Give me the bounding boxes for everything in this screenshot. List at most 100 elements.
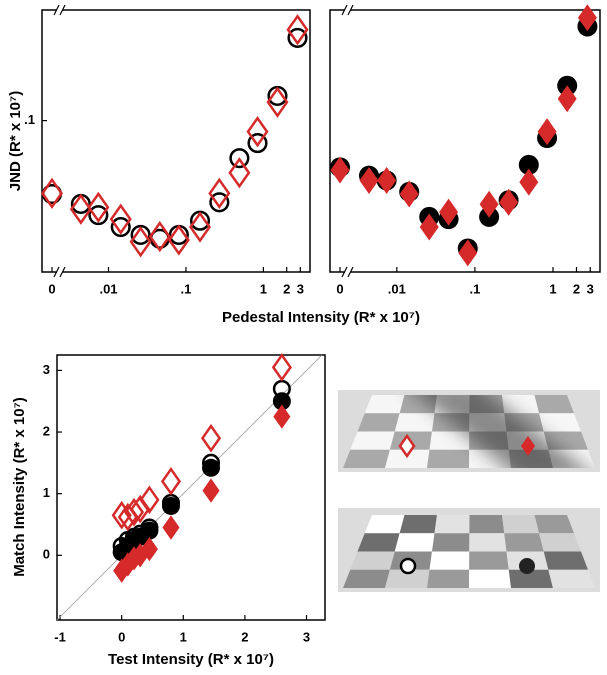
marker-diamond: [167, 224, 190, 256]
charts: 0 .01 .1 1 2 3 .1 Pedestal Intensity (R* x 10⁷)…: [7, 4, 601, 668]
marker-diamond: [273, 404, 291, 429]
checker-cell: [427, 449, 470, 468]
checker-cell: [394, 533, 435, 552]
marker-diamond: [359, 166, 379, 194]
marker-circle: [131, 524, 150, 543]
marker-diamond: [377, 166, 397, 194]
marker-diamond: [188, 211, 212, 243]
marker-diamond: [577, 4, 597, 32]
marker-diamond: [208, 177, 231, 210]
marker-diamond: [286, 14, 309, 46]
y-axis-label: Match Intensity (R* x 10⁷): [11, 397, 28, 577]
marker-diamond: [399, 180, 419, 208]
axis-break-mark: [59, 4, 66, 16]
marker-diamond: [139, 485, 160, 515]
axis-break-gap: [345, 270, 351, 274]
marker-diamond: [87, 191, 110, 224]
checker-cell: [548, 569, 595, 588]
x-axis-label: Pedestal Intensity (R* x 10⁷): [222, 309, 420, 326]
y-tick-label: 3: [43, 362, 50, 377]
marker-diamond: [202, 478, 220, 503]
marker-diamond: [123, 497, 145, 527]
icon-circle: [519, 558, 535, 574]
x-tick-label: 0: [48, 281, 55, 296]
shadow-band: [400, 395, 595, 468]
checker-cell: [399, 515, 437, 534]
marker-diamond: [271, 353, 292, 382]
checker-cell: [502, 395, 540, 414]
y-tick-label: 1: [43, 485, 50, 500]
checker-cell: [343, 449, 390, 468]
marker-circle: [287, 27, 308, 48]
axis-break-mark: [53, 4, 60, 16]
checker-cell: [350, 431, 395, 450]
checker-cell: [469, 569, 511, 588]
checker-cell: [343, 569, 390, 588]
marker-diamond: [148, 220, 171, 253]
icon-circle: [399, 557, 417, 575]
checker-cell: [434, 515, 470, 534]
x-tick-label: 2: [283, 281, 290, 296]
chart: 0 .01 .1 1 2 3: [329, 4, 601, 296]
checker-cell: [534, 395, 574, 414]
x-tick-label: .01: [388, 281, 406, 296]
illustrations: [338, 390, 600, 592]
marker-circle: [110, 217, 131, 238]
marker-diamond: [160, 467, 182, 496]
axis-break-mark: [347, 4, 354, 16]
checker-cell: [364, 515, 405, 534]
x-tick-label: 3: [303, 629, 310, 644]
checker-cell: [432, 533, 470, 552]
marker-diamond: [519, 168, 539, 196]
checker-cell: [534, 515, 574, 534]
x-tick-label: .1: [181, 281, 192, 296]
x-tick-label: .1: [469, 281, 480, 296]
marker-diamond: [228, 157, 251, 189]
marker-circle: [130, 224, 151, 245]
checker-cell: [350, 551, 395, 570]
checker-cell: [469, 515, 505, 534]
marker-diamond: [439, 198, 459, 226]
checker-cell: [357, 413, 400, 432]
marker-diamond: [162, 515, 180, 540]
checker-cell: [429, 551, 470, 570]
checker-cell: [385, 449, 430, 468]
chart: -1 0 1 2 3 0 1 2 3 Test Intensity (R* x 10⁷) Match…: [11, 353, 326, 668]
x-tick-label: 2: [241, 629, 248, 644]
checker-cell: [469, 551, 509, 570]
checker-cell: [357, 533, 400, 552]
axis-break-mark: [53, 266, 60, 278]
plot-frame: [329, 9, 601, 273]
marker-diamond: [119, 552, 137, 577]
shadow: [400, 395, 595, 468]
x-tick-label: 1: [549, 281, 556, 296]
marker-diamond: [458, 239, 478, 267]
marker-diamond: [129, 226, 152, 258]
marker-diamond: [499, 188, 519, 216]
axis-break-mark: [59, 266, 66, 278]
x-tick-label: .01: [99, 281, 117, 296]
chart: 0 .01 .1 1 2 3 .1 Pedestal Intensity (R* x 10⁷)…: [7, 4, 420, 326]
plot-frame: [41, 9, 311, 273]
checker-cell: [394, 413, 435, 432]
marker-circle: [112, 536, 131, 556]
checker-cell: [539, 413, 581, 432]
marker-diamond: [479, 190, 499, 218]
marker-diamond: [266, 86, 289, 118]
marker-diamond: [109, 203, 132, 235]
axis-break-gap: [57, 270, 63, 274]
x-tick-label: 1: [180, 629, 187, 644]
marker-circle: [202, 458, 221, 477]
marker-circle: [201, 453, 221, 472]
marker-diamond: [40, 177, 64, 210]
marker-diamond: [140, 536, 158, 562]
checker-cell: [543, 551, 588, 570]
checker-cell: [539, 533, 581, 552]
checker-cell: [427, 569, 470, 588]
marker-circle: [518, 154, 539, 175]
x-tick-label: 0: [336, 281, 343, 296]
y-tick-label: 0: [43, 547, 50, 562]
checker-cell: [429, 431, 470, 450]
illustration-markers: [398, 433, 535, 575]
